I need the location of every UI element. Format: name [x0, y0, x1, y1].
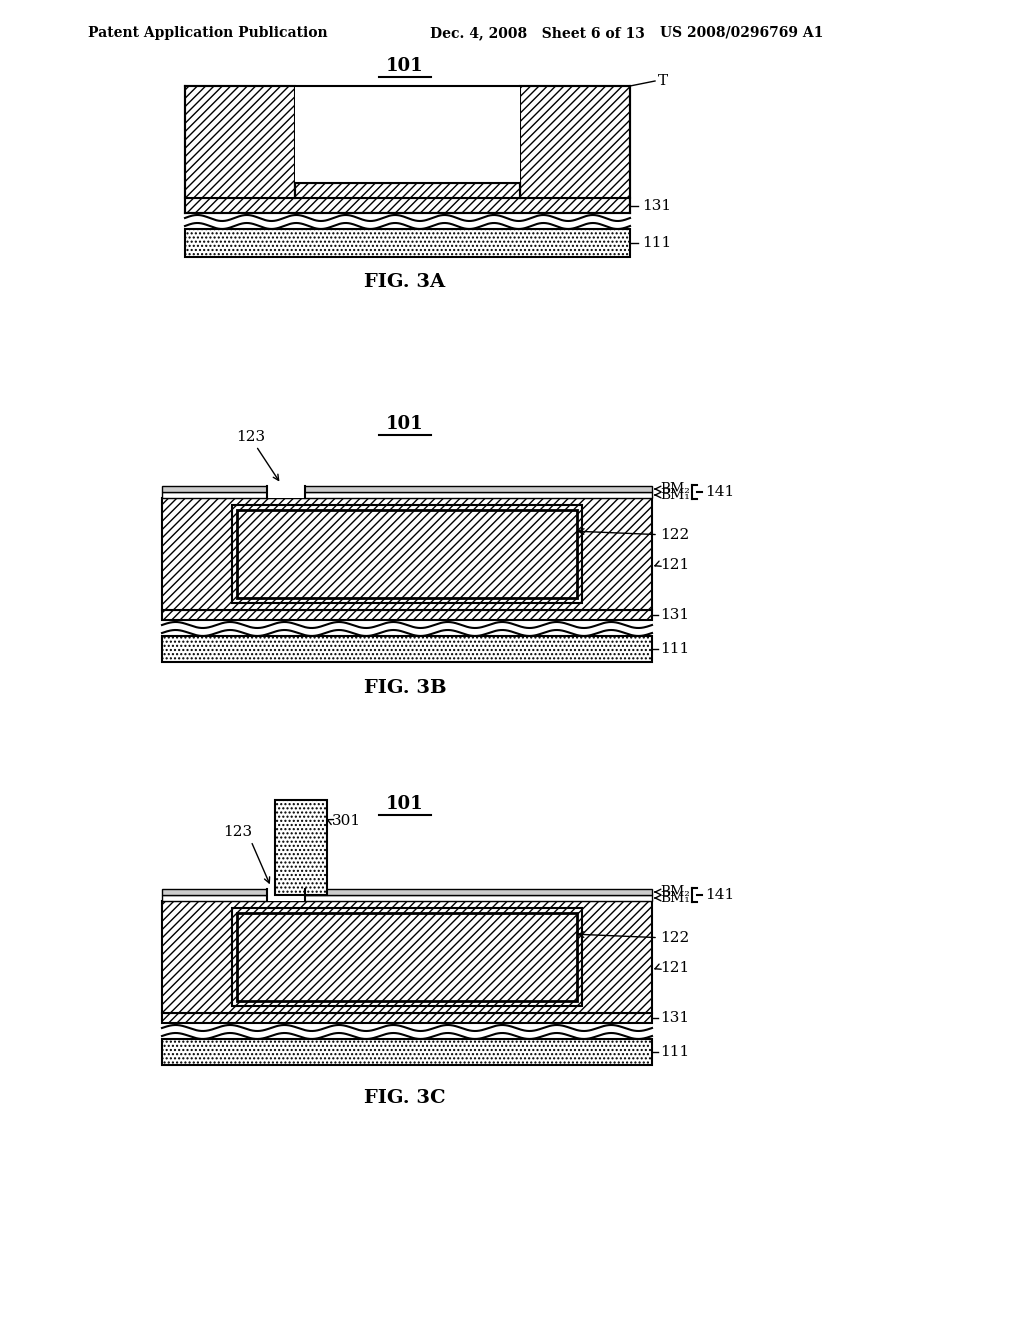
Text: 301: 301 — [332, 814, 361, 828]
Text: 123: 123 — [237, 430, 265, 444]
Text: 131: 131 — [660, 609, 689, 622]
Text: 111: 111 — [660, 642, 689, 656]
Text: 141: 141 — [705, 484, 734, 499]
Bar — [162, 636, 652, 663]
Text: 101: 101 — [386, 414, 424, 433]
Bar — [162, 486, 652, 492]
Text: 111: 111 — [642, 236, 672, 249]
Bar — [267, 484, 305, 498]
Bar — [162, 1039, 652, 1065]
Text: T: T — [658, 74, 668, 88]
Text: BM₁: BM₁ — [660, 488, 690, 502]
Bar — [162, 888, 652, 895]
Bar — [295, 86, 520, 183]
Bar — [162, 498, 652, 610]
Bar — [237, 510, 577, 598]
Bar — [185, 228, 630, 257]
Text: Dec. 4, 2008   Sheet 6 of 13: Dec. 4, 2008 Sheet 6 of 13 — [430, 26, 645, 40]
Bar — [162, 902, 652, 1012]
Bar — [275, 800, 327, 895]
Bar — [162, 610, 652, 620]
Text: FIG. 3A: FIG. 3A — [365, 273, 445, 290]
Text: 111: 111 — [660, 1045, 689, 1059]
Bar — [162, 492, 652, 498]
Text: 101: 101 — [386, 57, 424, 75]
Text: BM₂: BM₂ — [660, 482, 690, 496]
Text: FIG. 3B: FIG. 3B — [364, 678, 446, 697]
Bar — [185, 198, 630, 213]
Bar — [185, 86, 295, 198]
Bar — [520, 86, 630, 198]
Text: 131: 131 — [660, 1011, 689, 1026]
Text: US 2008/0296769 A1: US 2008/0296769 A1 — [660, 26, 823, 40]
Bar — [232, 506, 582, 603]
Text: FIG. 3C: FIG. 3C — [365, 1089, 445, 1107]
Text: 123: 123 — [223, 825, 253, 840]
Bar — [267, 888, 305, 902]
Bar — [162, 1012, 652, 1023]
Text: BM₁: BM₁ — [660, 891, 690, 906]
Text: 121: 121 — [660, 557, 689, 572]
Text: 131: 131 — [642, 199, 671, 213]
Text: 141: 141 — [705, 888, 734, 902]
Bar — [162, 895, 652, 902]
Text: 122: 122 — [660, 931, 689, 945]
Text: BM₂: BM₂ — [660, 884, 690, 899]
Text: Patent Application Publication: Patent Application Publication — [88, 26, 328, 40]
Bar — [232, 908, 582, 1006]
Text: 122: 122 — [660, 528, 689, 541]
Text: 121: 121 — [660, 961, 689, 974]
Text: 101: 101 — [386, 795, 424, 813]
Bar — [295, 183, 520, 198]
Bar — [237, 913, 577, 1001]
